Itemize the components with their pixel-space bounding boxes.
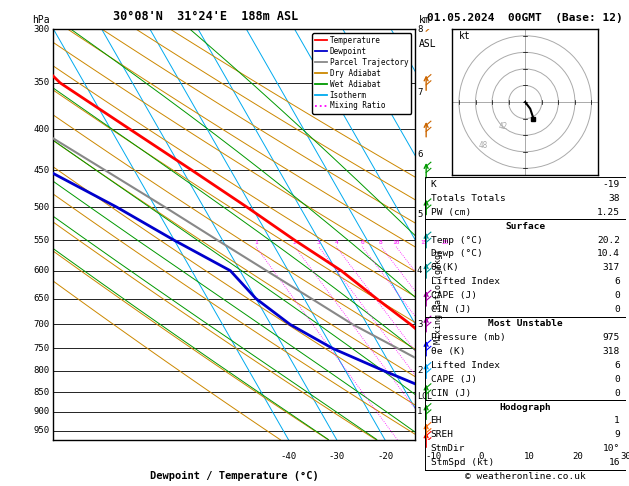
Text: 350: 350 xyxy=(34,78,50,87)
Text: 2: 2 xyxy=(293,240,297,244)
Text: 975: 975 xyxy=(603,333,620,342)
Text: CAPE (J): CAPE (J) xyxy=(431,375,477,383)
Text: StmDir: StmDir xyxy=(431,444,465,453)
Text: -40: -40 xyxy=(281,452,297,461)
Text: 1: 1 xyxy=(254,240,258,244)
Text: 16: 16 xyxy=(608,458,620,467)
Text: Most Unstable: Most Unstable xyxy=(488,319,562,328)
Text: 6: 6 xyxy=(614,278,620,286)
Text: Hodograph: Hodograph xyxy=(499,402,551,412)
Text: 750: 750 xyxy=(34,344,50,353)
Text: StmSpd (kt): StmSpd (kt) xyxy=(431,458,494,467)
Text: 5: 5 xyxy=(417,209,422,219)
Text: 0: 0 xyxy=(479,452,484,461)
Text: Mixing Ratio (g/kg): Mixing Ratio (g/kg) xyxy=(434,249,443,344)
Text: CIN (J): CIN (J) xyxy=(431,305,471,314)
Text: -30: -30 xyxy=(329,452,345,461)
Text: 550: 550 xyxy=(34,236,50,245)
Text: 20: 20 xyxy=(572,452,583,461)
Text: -10: -10 xyxy=(425,452,442,461)
Text: -20: -20 xyxy=(377,452,393,461)
Text: 20.2: 20.2 xyxy=(597,236,620,244)
Text: 6: 6 xyxy=(360,240,364,244)
Text: 300: 300 xyxy=(34,25,50,34)
Text: 650: 650 xyxy=(34,294,50,303)
Text: Pressure (mb): Pressure (mb) xyxy=(431,333,505,342)
Text: 3: 3 xyxy=(317,240,321,244)
Text: K: K xyxy=(431,180,437,189)
Text: 3: 3 xyxy=(417,320,422,329)
Text: 700: 700 xyxy=(34,320,50,329)
Text: 0: 0 xyxy=(614,375,620,383)
Text: 318: 318 xyxy=(603,347,620,356)
Text: Totals Totals: Totals Totals xyxy=(431,194,505,203)
Text: 10: 10 xyxy=(392,240,400,244)
Text: 15: 15 xyxy=(421,240,428,244)
Text: 4: 4 xyxy=(335,240,338,244)
Text: Dewpoint / Temperature (°C): Dewpoint / Temperature (°C) xyxy=(150,470,319,481)
Text: 1: 1 xyxy=(614,417,620,425)
Text: 600: 600 xyxy=(34,266,50,275)
Text: 850: 850 xyxy=(34,387,50,397)
Text: 20: 20 xyxy=(441,240,448,244)
Text: 900: 900 xyxy=(34,407,50,417)
Text: 01.05.2024  00GMT  (Base: 12): 01.05.2024 00GMT (Base: 12) xyxy=(427,13,623,23)
Text: 400: 400 xyxy=(34,125,50,134)
Text: Lifted Index: Lifted Index xyxy=(431,278,499,286)
Text: Dewp (°C): Dewp (°C) xyxy=(431,249,482,259)
Text: Surface: Surface xyxy=(505,222,545,230)
Text: 2: 2 xyxy=(417,366,422,375)
Text: θe (K): θe (K) xyxy=(431,347,465,356)
Text: Lifted Index: Lifted Index xyxy=(431,361,499,370)
Text: EH: EH xyxy=(431,417,442,425)
Text: 10°: 10° xyxy=(603,444,620,453)
Text: 38: 38 xyxy=(608,194,620,203)
Text: 1: 1 xyxy=(417,407,422,417)
Text: 10.4: 10.4 xyxy=(597,249,620,259)
Text: km: km xyxy=(419,15,430,25)
Text: 950: 950 xyxy=(34,426,50,435)
Text: CIN (J): CIN (J) xyxy=(431,389,471,398)
Text: LCL: LCL xyxy=(417,392,432,400)
Text: 6: 6 xyxy=(614,361,620,370)
Text: 6: 6 xyxy=(417,150,422,159)
Text: 0: 0 xyxy=(614,389,620,398)
Text: 0: 0 xyxy=(614,305,620,314)
Text: 8: 8 xyxy=(417,25,422,34)
Text: 30: 30 xyxy=(621,452,629,461)
Text: 0: 0 xyxy=(614,291,620,300)
Text: 42: 42 xyxy=(499,122,508,131)
Text: kt: kt xyxy=(459,31,470,41)
Text: θe(K): θe(K) xyxy=(431,263,459,272)
Text: © weatheronline.co.uk: © weatheronline.co.uk xyxy=(465,472,586,481)
Text: 500: 500 xyxy=(34,203,50,211)
Text: 800: 800 xyxy=(34,366,50,375)
Legend: Temperature, Dewpoint, Parcel Trajectory, Dry Adiabat, Wet Adiabat, Isotherm, Mi: Temperature, Dewpoint, Parcel Trajectory… xyxy=(312,33,411,114)
Text: 317: 317 xyxy=(603,263,620,272)
Text: hPa: hPa xyxy=(32,15,50,25)
Text: PW (cm): PW (cm) xyxy=(431,208,471,217)
Text: SREH: SREH xyxy=(431,431,454,439)
Text: 10: 10 xyxy=(525,452,535,461)
Text: ASL: ASL xyxy=(419,39,437,50)
Text: 30°08'N  31°24'E  188m ASL: 30°08'N 31°24'E 188m ASL xyxy=(113,10,298,23)
Text: 450: 450 xyxy=(34,166,50,175)
Text: 7: 7 xyxy=(417,88,422,97)
Text: 48: 48 xyxy=(479,141,488,151)
Text: CAPE (J): CAPE (J) xyxy=(431,291,477,300)
Text: 8: 8 xyxy=(379,240,383,244)
Text: 9: 9 xyxy=(614,431,620,439)
Text: Temp (°C): Temp (°C) xyxy=(431,236,482,244)
Text: 1.25: 1.25 xyxy=(597,208,620,217)
Text: 4: 4 xyxy=(417,266,422,275)
Text: -19: -19 xyxy=(603,180,620,189)
